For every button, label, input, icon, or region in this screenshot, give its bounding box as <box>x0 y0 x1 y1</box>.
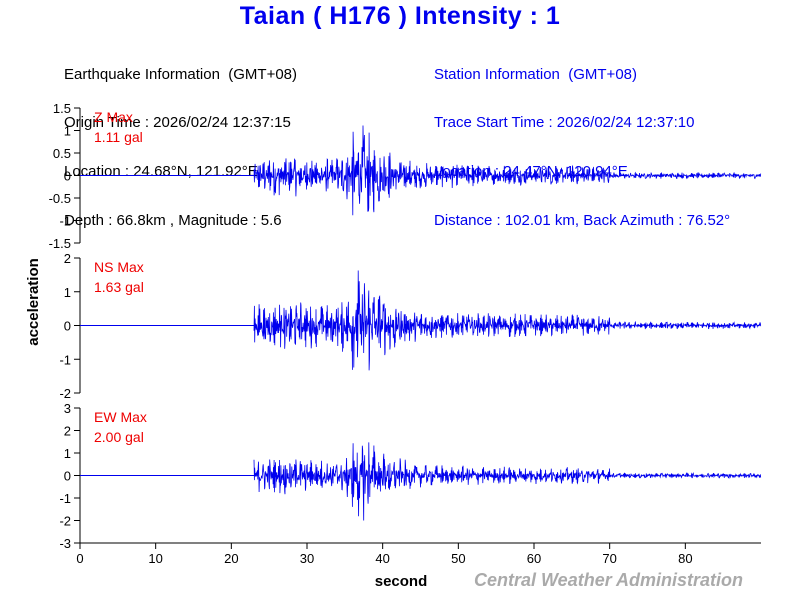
x-axis-title: second <box>375 573 428 590</box>
max-value-ew: 2.00 gal <box>94 429 144 445</box>
waveform-ew <box>253 442 762 521</box>
x-tick-label: 80 <box>678 551 692 566</box>
depth-magnitude: Depth : 66.8km , Magnitude : 5.6 <box>64 212 282 230</box>
y-tick-label: -0.5 <box>49 191 71 206</box>
max-label-ns: NS Max <box>94 259 144 275</box>
x-tick-label: 10 <box>148 551 162 566</box>
y-tick-label: 0 <box>64 319 71 334</box>
y-tick-label: -1 <box>59 352 71 367</box>
y-tick-label: 0.5 <box>53 146 71 161</box>
chart-title: Taian ( H176 ) Intensity : 1 <box>239 2 561 30</box>
x-tick-label: 70 <box>602 551 616 566</box>
earthquake-info: Earthquake Information (GMT+08) Origin T… <box>64 34 297 246</box>
origin-time: Origin Time : 2026/02/24 12:37:15 <box>64 114 291 132</box>
trace-start-time: Trace Start Time : 2026/02/24 12:37:10 <box>434 114 695 132</box>
y-tick-label: 1.5 <box>53 101 71 116</box>
y-tick-label: 2 <box>64 251 71 266</box>
earthquake-info-heading: Earthquake Information (GMT+08) <box>64 65 298 83</box>
max-label-ew: EW Max <box>94 409 147 425</box>
x-tick-label: 0 <box>76 551 83 566</box>
y-tick-label: -1 <box>59 214 71 229</box>
y-tick-label: 3 <box>64 401 71 416</box>
y-tick-label: -1.5 <box>49 236 71 251</box>
y-tick-label: -3 <box>59 536 71 551</box>
y-tick-label: -2 <box>59 514 71 529</box>
y-tick-label: 0 <box>64 169 71 184</box>
max-label-z: Z Max <box>94 109 133 125</box>
station-info-heading: Station Information (GMT+08) <box>434 65 637 83</box>
y-tick-label: 1 <box>64 285 71 300</box>
max-value-z: 1.11 gal <box>94 129 143 145</box>
y-tick-label: 1 <box>64 124 71 139</box>
station-distance: Distance : 102.01 km, Back Azimuth : 76.… <box>434 212 731 230</box>
y-tick-label: -1 <box>59 491 71 506</box>
x-tick-label: 30 <box>300 551 314 566</box>
max-value-ns: 1.63 gal <box>94 279 144 295</box>
epicenter-location: Location : 24.68°N, 121.92°E <box>64 163 258 181</box>
y-tick-label: -2 <box>59 386 71 401</box>
waveform-z <box>253 125 762 216</box>
y-axis-title: acceleration <box>25 258 42 346</box>
credit-text: Central Weather Administration <box>474 570 744 590</box>
x-tick-label: 50 <box>451 551 465 566</box>
x-tick-label: 20 <box>224 551 238 566</box>
y-tick-label: 2 <box>64 424 71 439</box>
y-tick-label: 0 <box>64 469 71 484</box>
waveform-ns <box>253 270 762 371</box>
x-tick-label: 40 <box>375 551 389 566</box>
y-tick-label: 1 <box>64 446 71 461</box>
x-tick-label: 60 <box>527 551 541 566</box>
